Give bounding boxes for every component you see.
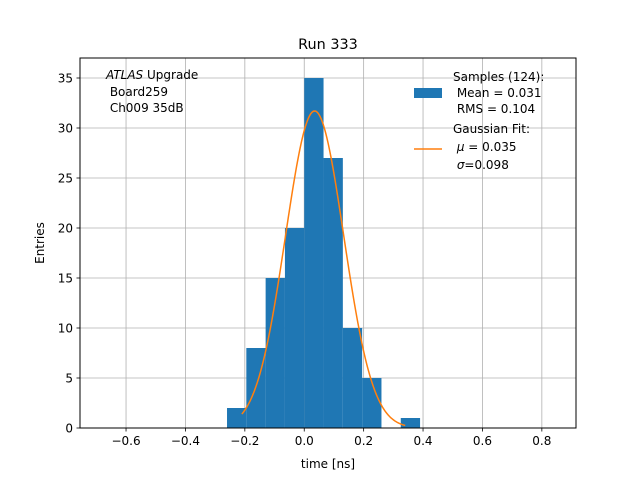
- legend-fit-title: Gaussian Fit:: [453, 122, 530, 136]
- histogram-bar: [342, 328, 363, 428]
- x-axis-ticks: −0.6 −0.4 −0.2 0.0 0.2 0.4 0.6 0.8: [111, 428, 551, 448]
- annotation-upgrade: Upgrade: [143, 68, 198, 82]
- y-axis-label: Entries: [33, 222, 47, 264]
- y-tick-label: 5: [65, 371, 73, 385]
- y-tick-label: 15: [58, 271, 73, 285]
- histogram-bar: [265, 278, 285, 428]
- legend: Samples (124): Mean = 0.031 RMS = 0.104 …: [414, 70, 544, 172]
- legend-mu-value: = 0.035: [464, 140, 516, 154]
- y-axis-ticks: 0 5 10 15 20 25 30 35: [58, 71, 80, 435]
- annotation-atlas: ATLAS: [105, 68, 144, 82]
- legend-sigma-value: =0.098: [464, 158, 508, 172]
- x-tick-label: 0.8: [532, 434, 551, 448]
- fit-curve: [241, 110, 406, 427]
- legend-samples-line: Samples (124):: [453, 70, 544, 84]
- chart-title: Run 333: [298, 37, 358, 53]
- legend-fit-mu: μ = 0.035: [453, 140, 517, 154]
- histogram-bar: [323, 158, 343, 428]
- x-tick-label: 0.4: [413, 434, 432, 448]
- histogram-bar: [362, 378, 382, 428]
- x-tick-label: 0.0: [295, 434, 314, 448]
- y-tick-label: 0: [65, 421, 73, 435]
- legend-mean-line: Mean = 0.031: [453, 86, 542, 100]
- legend-rms-line: RMS = 0.104: [453, 102, 535, 116]
- x-tick-label: −0.6: [111, 434, 140, 448]
- gaussian-fit: [241, 110, 406, 427]
- atlas-annotation: ATLAS Upgrade Board259 Ch009 35dB: [105, 68, 198, 115]
- annotation-channel: Ch009 35dB: [106, 101, 184, 115]
- legend-histogram-swatch: [414, 88, 442, 98]
- y-tick-label: 20: [58, 221, 73, 235]
- histogram-bar: [227, 408, 247, 428]
- legend-mu-symbol: μ: [453, 140, 465, 154]
- plot-frame: [79, 57, 577, 429]
- y-tick-label: 35: [58, 71, 73, 85]
- histogram-bar: [304, 78, 324, 428]
- y-tick-label: 30: [58, 121, 73, 135]
- x-axis-label: time [ns]: [301, 457, 355, 471]
- histogram-bars: [227, 78, 421, 428]
- y-tick-label: 25: [58, 171, 73, 185]
- annotation-line-1: ATLAS Upgrade: [105, 68, 198, 82]
- y-tick-label: 10: [58, 321, 73, 335]
- x-tick-label: −0.2: [230, 434, 259, 448]
- legend-sigma-symbol: σ: [453, 158, 465, 172]
- annotation-board: Board259: [106, 85, 168, 99]
- legend-fit-sigma: σ=0.098: [453, 158, 509, 172]
- x-tick-label: −0.4: [171, 434, 200, 448]
- histogram-bar: [400, 418, 421, 428]
- histogram-bar: [284, 228, 305, 428]
- x-tick-label: 0.6: [473, 434, 492, 448]
- x-tick-label: 0.2: [354, 434, 373, 448]
